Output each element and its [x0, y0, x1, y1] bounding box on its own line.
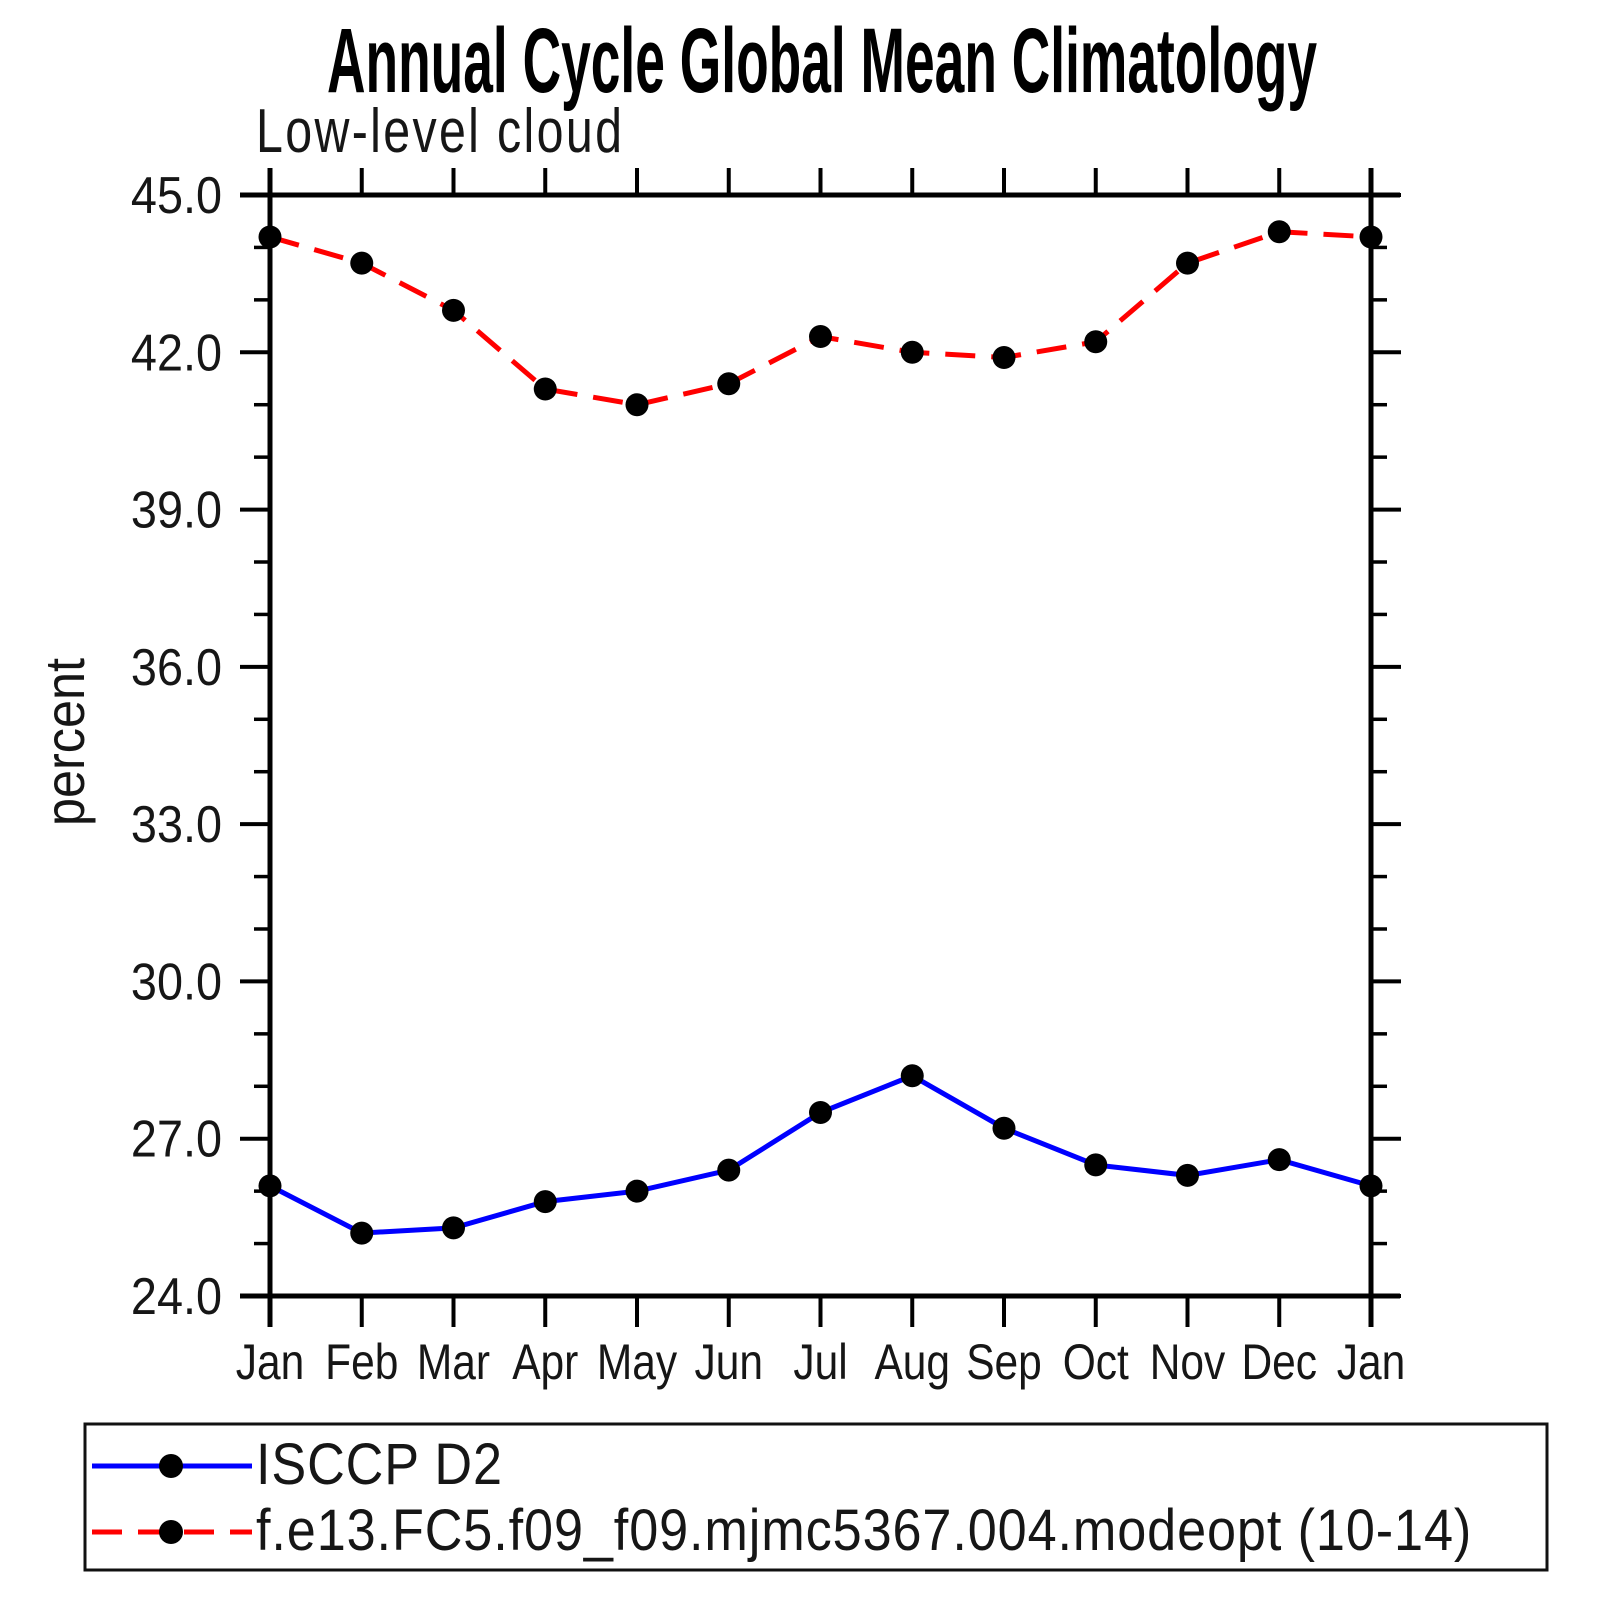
data-point-marker	[533, 377, 557, 401]
y-tick-label: 24.0	[131, 1268, 222, 1326]
data-point-marker	[900, 340, 924, 364]
data-point-marker	[1084, 1153, 1108, 1177]
chart-title: Annual Cycle Global Mean Climatology	[327, 9, 1317, 112]
x-tick-label: Apr	[512, 1334, 578, 1390]
chart-subtitle: Low-level cloud	[256, 96, 624, 165]
data-point-marker	[533, 1190, 557, 1214]
data-point-marker	[992, 1116, 1016, 1140]
x-tick-label: Jun	[694, 1334, 763, 1390]
data-point-marker	[442, 1216, 465, 1240]
x-tick-label: Sep	[966, 1334, 1042, 1390]
x-tick-label: Mar	[417, 1334, 490, 1390]
y-tick-label: 33.0	[131, 796, 222, 854]
axes	[240, 168, 1401, 1327]
data-point-marker	[1267, 220, 1291, 244]
data-point-marker	[1359, 1174, 1383, 1198]
data-point-marker	[625, 393, 649, 417]
y-tick-label: 45.0	[131, 167, 222, 225]
plot-series	[258, 220, 1383, 1245]
y-tick-labels: 24.0 27.0 30.0 33.0 36.0 39.0 42.0 45.0	[131, 167, 222, 1326]
x-tick-labels: Jan Feb Mar Apr May Jun Jul Aug Sep Oct Nov Dec Jan	[236, 1334, 1406, 1390]
data-point-marker	[1359, 225, 1383, 249]
y-tick-label: 30.0	[131, 953, 222, 1011]
y-tick-label: 27.0	[131, 1110, 222, 1168]
data-point-marker	[1084, 330, 1108, 354]
data-point-marker	[809, 1101, 832, 1124]
legend-marker-model	[159, 1520, 183, 1544]
data-point-marker	[350, 251, 374, 275]
x-tick-label: Dec	[1241, 1334, 1317, 1390]
x-tick-label: Jan	[1337, 1334, 1406, 1390]
data-point-marker	[625, 1179, 649, 1203]
data-point-marker	[717, 1158, 741, 1182]
legend-marker-isccp	[159, 1454, 183, 1478]
y-tick-label: 42.0	[131, 324, 222, 382]
data-point-marker	[992, 346, 1016, 370]
data-point-marker	[258, 1174, 282, 1198]
x-tick-label: Oct	[1063, 1334, 1129, 1390]
data-point-marker	[717, 372, 741, 396]
data-point-marker	[809, 325, 832, 349]
y-tick-label: 39.0	[131, 481, 222, 539]
legend-box	[83, 1422, 1549, 1572]
data-point-marker	[1176, 1163, 1199, 1187]
x-tick-label: Nov	[1150, 1334, 1226, 1390]
y-tick-label: 36.0	[131, 639, 222, 697]
data-point-marker	[258, 225, 282, 249]
data-point-marker	[900, 1064, 924, 1088]
y-axis-label: percent	[35, 658, 97, 826]
data-point-marker	[1176, 251, 1199, 275]
data-point-marker	[442, 298, 465, 322]
x-tick-label: May	[597, 1334, 678, 1390]
x-tick-label: Aug	[874, 1334, 950, 1390]
x-tick-label: Feb	[325, 1334, 398, 1390]
legend: ISCCP D2 f.e13.FC5.f09_f09.mjmc5367.004.…	[83, 1422, 1549, 1572]
x-tick-label: Jan	[236, 1334, 305, 1390]
data-point-marker	[1267, 1148, 1291, 1172]
legend-label-model: f.e13.FC5.f09_f09.mjmc5367.004.modeopt (…	[256, 1497, 1472, 1562]
legend-label-isccp: ISCCP D2	[256, 1431, 503, 1496]
data-point-marker	[350, 1221, 374, 1245]
x-tick-label: Jul	[793, 1334, 847, 1390]
